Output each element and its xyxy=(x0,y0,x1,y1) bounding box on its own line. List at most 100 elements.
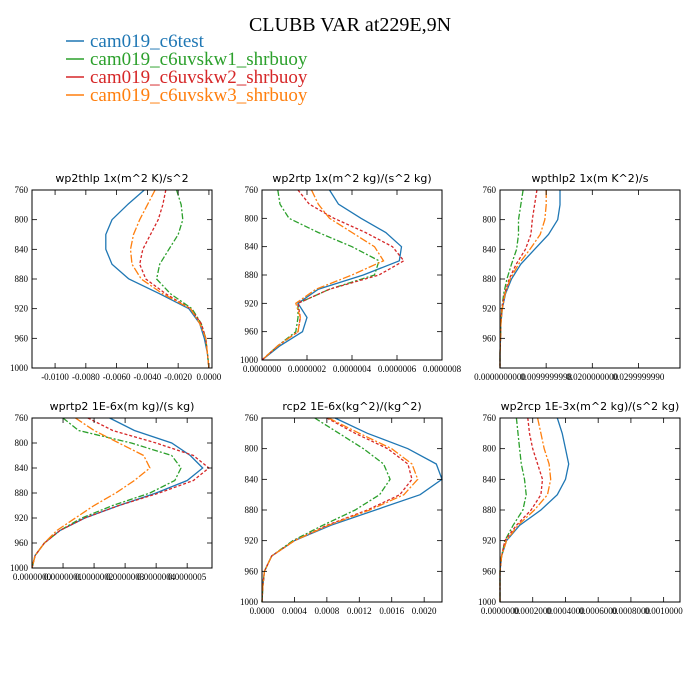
y-tick-label: 800 xyxy=(15,438,29,448)
y-tick-label: 840 xyxy=(245,242,259,252)
x-tick-label: 0.0004000 xyxy=(546,606,585,616)
x-tick-label: 0.0004 xyxy=(282,606,307,616)
series-line-3 xyxy=(31,417,210,569)
figure-title: CLUBB VAR at229E,9N xyxy=(249,14,451,36)
x-tick-label: 0.0000000 xyxy=(481,606,520,616)
series-line-2 xyxy=(261,189,380,361)
panel-title: rcp2 1E-6x(kg^2)/(kg^2) xyxy=(282,400,421,413)
x-tick-label: 0.0000002 xyxy=(75,572,113,582)
x-tick-label: 0.0008000 xyxy=(612,606,651,616)
x-tick-label: 0.0099999998 xyxy=(520,372,572,382)
series-line-1 xyxy=(499,190,561,368)
legend: cam019_c6testcam019_c6uvskw1_shrbuoycam0… xyxy=(66,31,308,106)
y-tick-label: 840 xyxy=(15,463,29,473)
series-line-4 xyxy=(31,417,151,569)
y-tick-label: 960 xyxy=(15,333,29,343)
y-tick-label: 880 xyxy=(483,505,497,515)
y-tick-label: 1000 xyxy=(240,597,259,607)
panels: wp2thlp 1x(m^2 K)/s^2 760 800 840 880 920 960 1… xyxy=(10,172,683,616)
x-tick-label: 0.0000001 xyxy=(44,572,82,582)
panel-title: wp2rcp 1E-3x(m^2 kg)/(s^2 kg) xyxy=(501,400,680,413)
series-line-3 xyxy=(261,417,413,603)
y-tick-label: 880 xyxy=(15,488,29,498)
plot-frame xyxy=(31,189,213,369)
x-tick-label: 0.0000006 xyxy=(378,364,417,374)
legend-entry: cam019_c6uvskw2_shrbuoy xyxy=(90,67,308,88)
x-tick-label: 0.0006000 xyxy=(579,606,618,616)
x-tick-label: 0.0000002 xyxy=(288,364,326,374)
x-tick-label: -0.0020 xyxy=(164,372,192,382)
plot-frame xyxy=(499,189,681,369)
series-line-2 xyxy=(31,417,182,569)
x-tick-label: 0.0000008 xyxy=(423,364,462,374)
x-tick-label: 0.0200000000 xyxy=(566,372,618,382)
y-tick-label: 800 xyxy=(245,444,259,454)
x-tick-label: 0.0000004 xyxy=(137,572,176,582)
y-tick-label: 760 xyxy=(15,185,29,195)
panel-title: wp2rtp 1x(m^2 kg)/(s^2 kg) xyxy=(272,172,431,185)
y-tick-label: 920 xyxy=(483,304,497,314)
y-tick-label: 1000 xyxy=(240,355,259,365)
panel-title: wpthlp2 1x(m K^2)/s xyxy=(532,172,649,185)
x-tick-label: 0.0008 xyxy=(314,606,339,616)
x-tick-label: 0.0000000 xyxy=(243,364,282,374)
y-tick-label: 760 xyxy=(483,185,497,195)
y-tick-label: 840 xyxy=(483,244,497,254)
chart-panel-5: rcp2 1E-6x(kg^2)/(kg^2) 760 800 840 880 920 96… xyxy=(240,400,443,616)
y-tick-label: 760 xyxy=(245,185,259,195)
series-line-4 xyxy=(129,189,210,369)
series-line-3 xyxy=(499,417,544,602)
y-tick-label: 840 xyxy=(245,474,259,484)
legend-entry: cam019_c6test xyxy=(90,31,205,52)
legend-entry: cam019_c6uvskw3_shrbuoy xyxy=(90,85,308,106)
series-line-3 xyxy=(499,189,538,368)
x-tick-label: -0.0080 xyxy=(72,372,100,382)
y-tick-label: 960 xyxy=(15,538,29,548)
y-tick-label: 800 xyxy=(483,215,497,225)
chart-panel-1: wp2thlp 1x(m^2 K)/s^2 760 800 840 880 920 960 1… xyxy=(10,172,222,382)
x-tick-label: 0.0020 xyxy=(412,606,437,616)
x-tick-label: 0.0000000 xyxy=(13,572,52,582)
x-tick-label: 0.0000005 xyxy=(168,572,207,582)
x-tick-label: 0.0010000 xyxy=(645,606,684,616)
x-tick-label: 0.0000 xyxy=(197,372,222,382)
y-tick-label: 920 xyxy=(15,513,29,523)
series-line-1 xyxy=(261,417,443,603)
series-line-3 xyxy=(139,189,210,369)
y-tick-label: 760 xyxy=(15,413,29,423)
series-line-2 xyxy=(155,189,210,369)
x-tick-label: -0.0040 xyxy=(134,372,162,382)
y-tick-label: 960 xyxy=(483,333,497,343)
y-tick-label: 960 xyxy=(245,327,259,337)
x-tick-label: 0.0016 xyxy=(379,606,404,616)
panel-title: wp2thlp 1x(m^2 K)/s^2 xyxy=(55,172,188,185)
y-tick-label: 880 xyxy=(245,270,259,280)
y-tick-label: 880 xyxy=(245,505,259,515)
series-line-4 xyxy=(499,417,552,602)
x-tick-label: 0.0299999990 xyxy=(613,372,665,382)
x-tick-label: -0.0100 xyxy=(41,372,69,382)
series-line-1 xyxy=(105,189,210,369)
legend-entry: cam019_c6uvskw1_shrbuoy xyxy=(90,49,308,70)
y-tick-label: 960 xyxy=(245,566,259,576)
y-tick-label: 880 xyxy=(483,274,497,284)
chart-panel-6: wp2rcp 1E-3x(m^2 kg)/(s^2 kg) 760 800 840 88… xyxy=(478,400,683,616)
x-tick-label: -0.0060 xyxy=(103,372,131,382)
x-tick-label: 0.0000 xyxy=(250,606,275,616)
y-tick-label: 840 xyxy=(15,244,29,254)
series-line-1 xyxy=(31,417,204,569)
y-tick-label: 1000 xyxy=(10,563,29,573)
series-line-4 xyxy=(499,190,547,368)
x-tick-label: 0.0000000000 xyxy=(474,372,526,382)
series-line-2 xyxy=(261,417,391,603)
y-tick-label: 800 xyxy=(483,444,497,454)
panel-title: wprtp2 1E-6x(m kg)/(s kg) xyxy=(50,400,195,413)
plot-frame xyxy=(261,417,443,603)
y-tick-label: 920 xyxy=(245,536,259,546)
y-tick-label: 920 xyxy=(15,304,29,314)
y-tick-label: 800 xyxy=(15,215,29,225)
chart-panel-3: wpthlp2 1x(m K^2)/s 760 800 840 880 920 960 0.0… xyxy=(474,172,681,382)
x-tick-label: 0.0000003 xyxy=(106,572,145,582)
plot-frame xyxy=(499,417,681,603)
y-tick-label: 920 xyxy=(245,298,259,308)
